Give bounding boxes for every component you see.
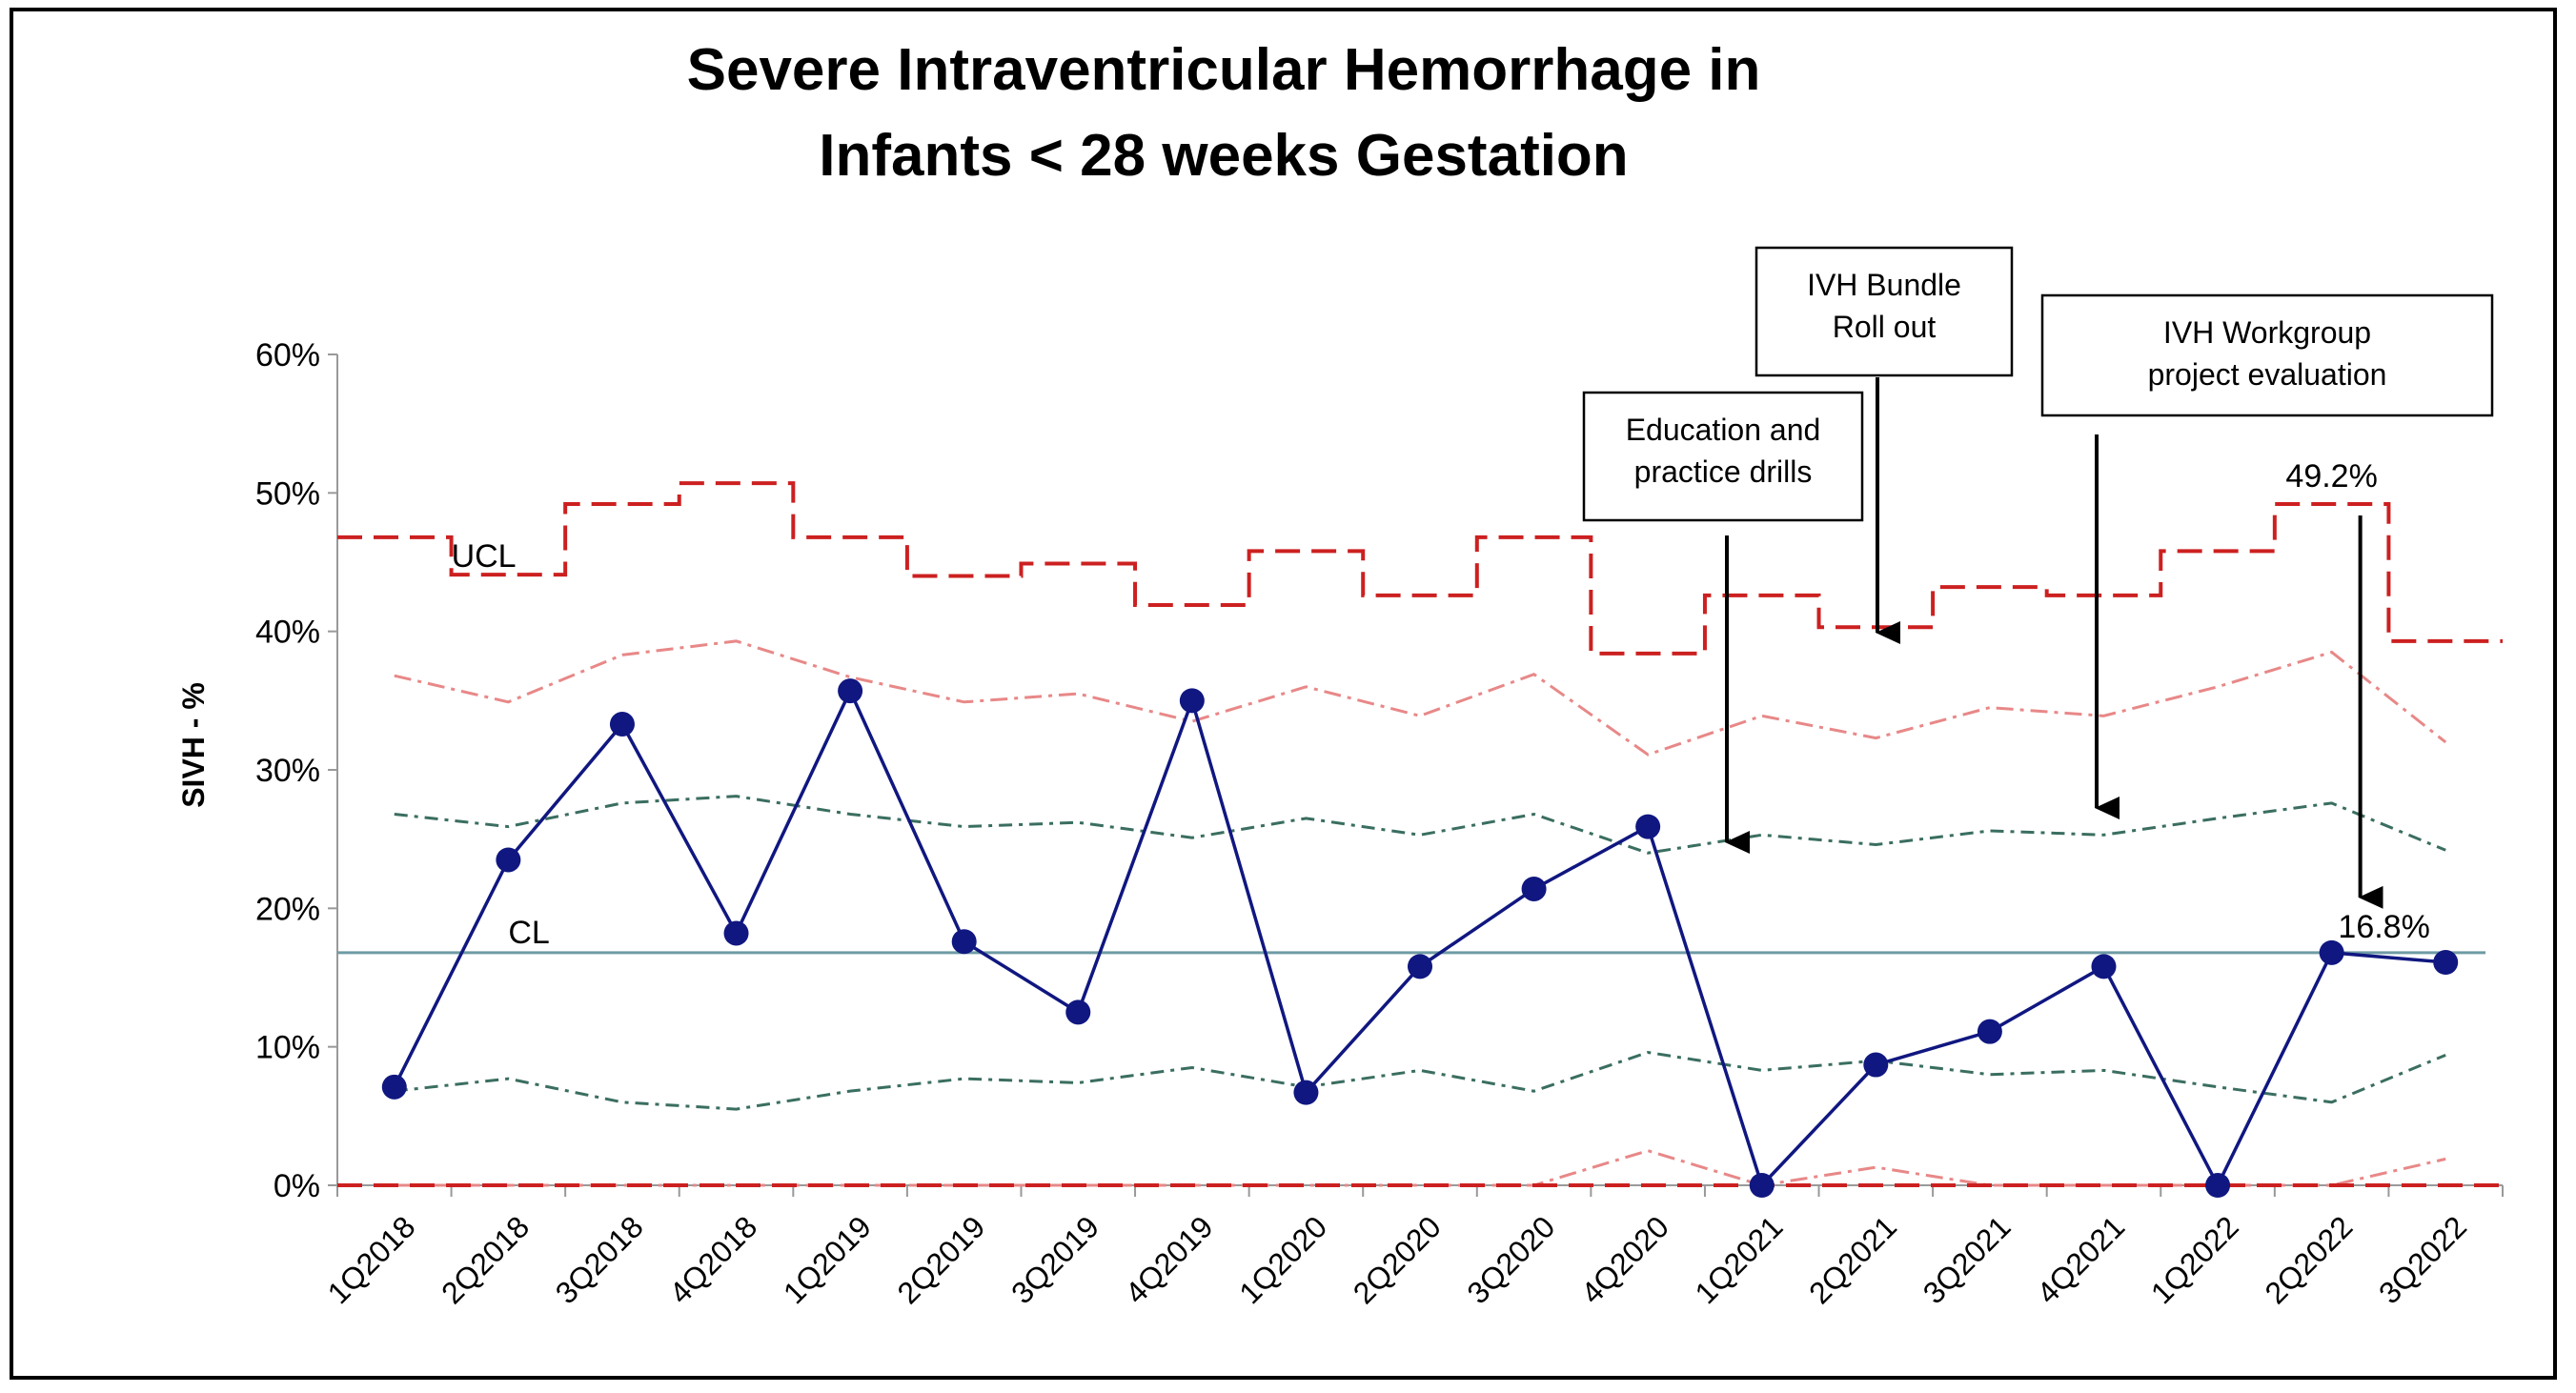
data-point — [2205, 1173, 2231, 1198]
y-tick-label: 10% — [255, 1030, 320, 1066]
data-point — [1521, 876, 1547, 901]
chart-frame: Severe Intraventricular Hemorrhage in In… — [10, 8, 2557, 1380]
x-tick-label: 4Q2020 — [1574, 1209, 1675, 1310]
lower-1-sigma-line — [394, 1050, 2446, 1111]
x-tick-label: 2Q2022 — [2258, 1209, 2359, 1310]
ucl-line — [337, 481, 2503, 656]
x-tick-label: 2Q2019 — [890, 1209, 991, 1310]
y-tick-label: 50% — [255, 475, 320, 512]
ucl-label: UCL — [452, 538, 517, 575]
upper-2-sigma-line — [394, 639, 2447, 757]
annotation-text: project evaluation — [2148, 357, 2387, 392]
x-tick-label: 1Q2022 — [2144, 1209, 2245, 1310]
data-point — [2433, 950, 2459, 976]
data-point — [2091, 954, 2117, 979]
data-series-line — [393, 686, 2446, 1189]
upper-1-sigma-line — [394, 795, 2446, 855]
annotation-text: IVH Workgroup — [2163, 315, 2371, 350]
x-tick-label: 1Q2019 — [777, 1209, 878, 1310]
lower-2-sigma-line — [394, 1149, 2446, 1187]
data-point — [1749, 1173, 1775, 1198]
cl-value-label: 16.8% — [2338, 909, 2429, 945]
y-tick-label: 60% — [255, 337, 320, 373]
y-axis-label: SIVH - % — [176, 682, 211, 808]
data-point — [1977, 1019, 2002, 1044]
data-point — [723, 920, 749, 946]
annotation-text: Roll out — [1833, 310, 1937, 344]
x-tick-label: 4Q2021 — [2030, 1209, 2131, 1310]
data-point — [838, 678, 863, 704]
data-point — [1635, 814, 1661, 839]
y-tick-label: 40% — [255, 615, 320, 651]
annotation-box — [1755, 246, 2014, 377]
data-point — [1293, 1080, 1319, 1105]
x-tick-label: 1Q2020 — [1232, 1209, 1333, 1310]
ucl-value-label: 49.2% — [2285, 458, 2377, 495]
x-tick-label: 3Q2022 — [2372, 1209, 2473, 1310]
x-tick-label: 2Q2018 — [435, 1209, 536, 1310]
data-point — [1408, 954, 1432, 979]
control-chart: Severe Intraventricular Hemorrhage in In… — [176, 37, 2504, 1310]
annotation-text: Education and — [1626, 413, 1821, 447]
x-tick-label: 4Q2018 — [662, 1209, 763, 1310]
cl-label: CL — [508, 915, 549, 951]
x-tick-label: 3Q2020 — [1460, 1209, 1561, 1310]
data-point — [609, 712, 635, 737]
y-tick-label: 0% — [274, 1168, 320, 1204]
annotation-box — [2040, 293, 2494, 417]
y-tick-label: 20% — [255, 891, 320, 927]
data-point — [496, 847, 521, 873]
chart-title-line-1: Severe Intraventricular Hemorrhage in — [687, 37, 1761, 103]
x-tick-label: 2Q2020 — [1347, 1209, 1448, 1310]
x-tick-label: 2Q2021 — [1802, 1209, 1903, 1310]
x-tick-label: 4Q2019 — [1119, 1209, 1220, 1310]
x-tick-label: 1Q2021 — [1689, 1209, 1790, 1310]
annotation-box — [1582, 391, 1864, 522]
x-tick-label: 3Q2021 — [1917, 1209, 2018, 1310]
data-point — [1065, 999, 1091, 1025]
x-tick-label: 3Q2018 — [549, 1209, 650, 1310]
data-point — [381, 1074, 407, 1100]
data-point — [1863, 1052, 1889, 1078]
annotation-text: practice drills — [1634, 454, 1813, 489]
x-tick-label: 1Q2018 — [321, 1209, 422, 1310]
data-point — [1179, 688, 1205, 714]
y-tick-label: 30% — [255, 753, 320, 789]
chart-title-line-2: Infants < 28 weeks Gestation — [819, 123, 1628, 189]
annotation-text: IVH Bundle — [1807, 268, 1961, 302]
data-point — [951, 929, 977, 955]
data-point — [2319, 939, 2344, 965]
x-tick-label: 3Q2019 — [1004, 1209, 1105, 1310]
plot-area: 0%10%20%30%40%50%60%1Q2018 2Q2018 3Q2018 4Q… — [255, 246, 2504, 1310]
